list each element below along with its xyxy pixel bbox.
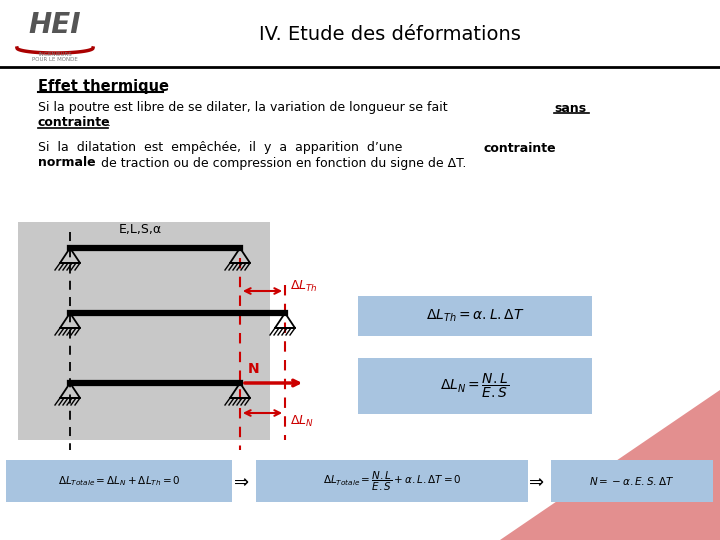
Text: sans: sans [554, 102, 586, 114]
Text: Si la poutre est libre de se dilater, la variation de longueur se fait: Si la poutre est libre de se dilater, la… [38, 102, 451, 114]
Text: Effet thermique: Effet thermique [38, 78, 169, 93]
Polygon shape [500, 390, 720, 540]
Text: .: . [107, 117, 111, 130]
FancyBboxPatch shape [551, 460, 713, 502]
Text: contrainte: contrainte [484, 141, 557, 154]
FancyBboxPatch shape [6, 460, 232, 502]
Text: $\Delta L_{N} = \dfrac{N.L}{E.S}$: $\Delta L_{N} = \dfrac{N.L}{E.S}$ [441, 372, 510, 400]
Text: de traction ou de compression en fonction du signe de ΔT.: de traction ou de compression en fonctio… [97, 157, 467, 170]
Text: E,L,S,α: E,L,S,α [118, 224, 161, 237]
Text: normale: normale [38, 157, 96, 170]
Text: $N = -\alpha.E.S.\Delta T$: $N = -\alpha.E.S.\Delta T$ [590, 475, 675, 487]
Bar [18, 222, 270, 440]
Text: N: N [248, 362, 260, 376]
Text: contrainte: contrainte [38, 117, 111, 130]
Text: INGÉNIEURS
POUR LE MONDE: INGÉNIEURS POUR LE MONDE [32, 51, 78, 63]
Text: $\Delta L_{N}$: $\Delta L_{N}$ [290, 414, 314, 429]
FancyBboxPatch shape [358, 296, 592, 336]
Text: $\Delta L_{Totale} = \Delta L_{N} + \Delta L_{Th} = 0$: $\Delta L_{Totale} = \Delta L_{N} + \Del… [58, 474, 181, 488]
Text: $\Delta L_{Th} = \alpha.L.\Delta T$: $\Delta L_{Th} = \alpha.L.\Delta T$ [426, 308, 524, 324]
Text: Si  la  dilatation  est  empêchée,  il  y  a  apparition  d’une: Si la dilatation est empêchée, il y a ap… [38, 141, 406, 154]
Text: $\Delta L_{Th}$: $\Delta L_{Th}$ [290, 279, 318, 294]
Text: $\Rightarrow$: $\Rightarrow$ [230, 472, 250, 490]
FancyBboxPatch shape [358, 358, 592, 414]
FancyBboxPatch shape [256, 460, 528, 502]
Text: HEI: HEI [29, 11, 81, 39]
Text: IV. Etude des déformations: IV. Etude des déformations [259, 25, 521, 44]
Text: $\Delta L_{Totale} = \dfrac{N.L}{E.S} + \alpha.L.\Delta T = 0$: $\Delta L_{Totale} = \dfrac{N.L}{E.S} + … [323, 469, 462, 492]
Text: $\Rightarrow$: $\Rightarrow$ [525, 472, 545, 490]
